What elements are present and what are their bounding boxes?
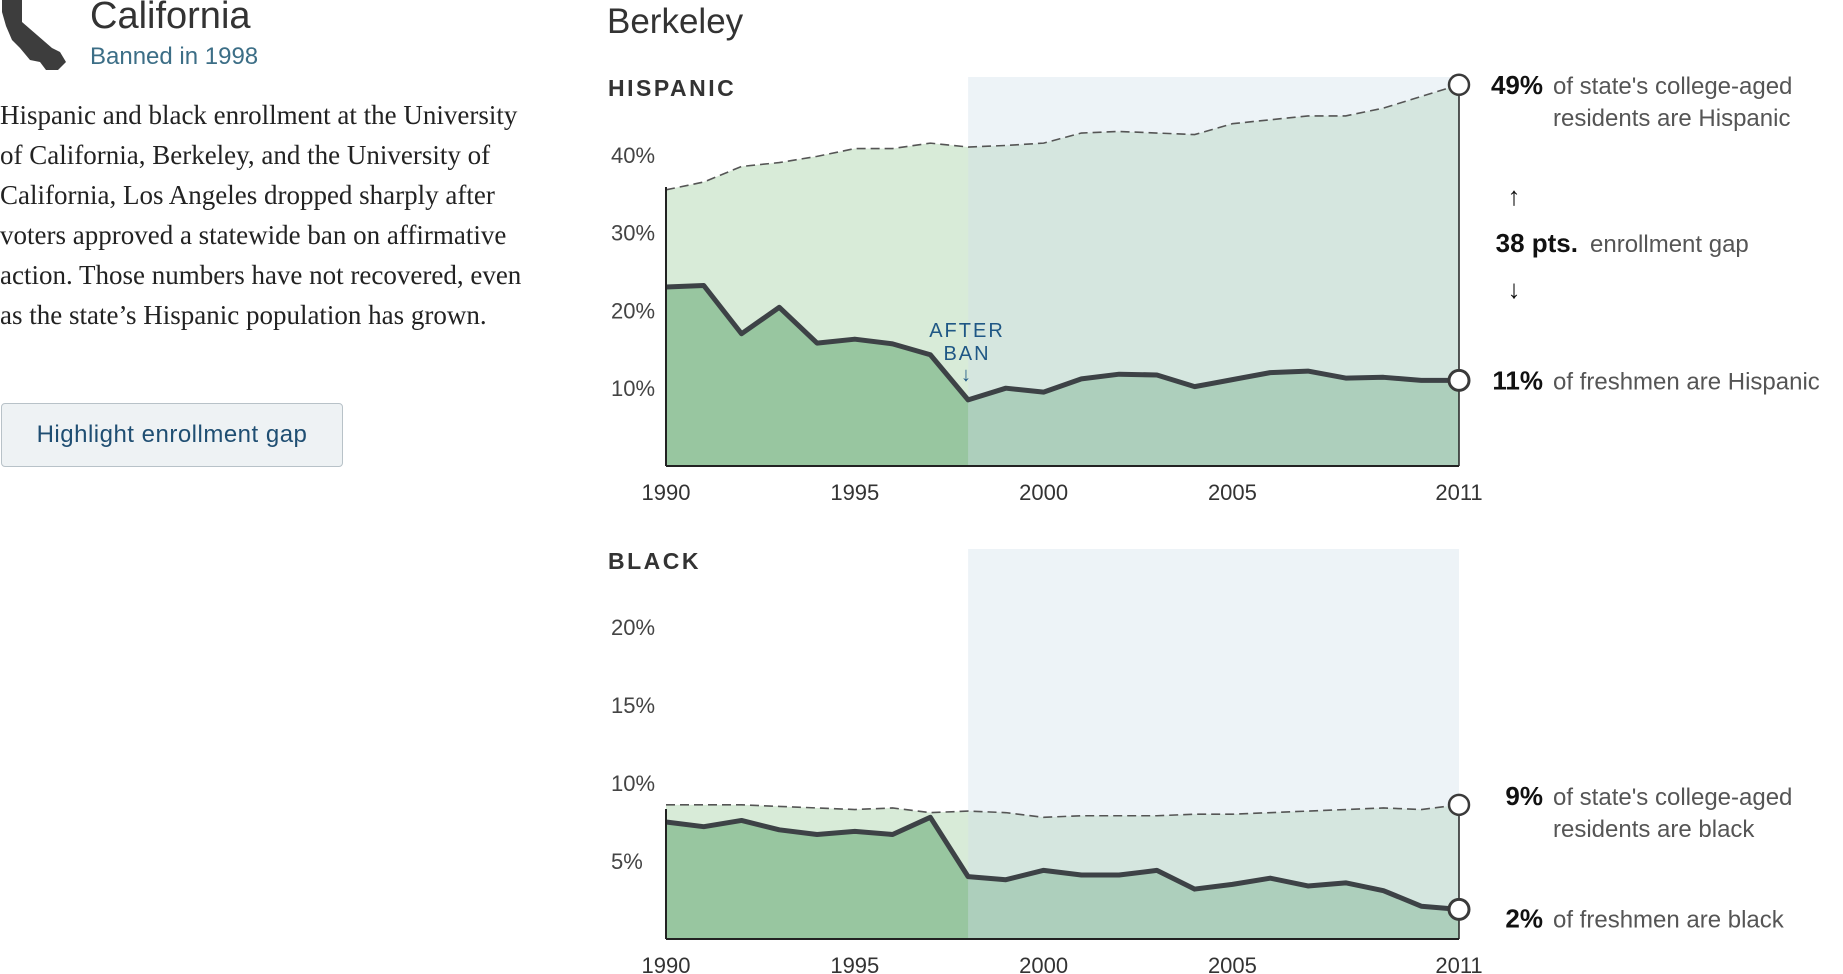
after-ban-arrow: ↓ [961,364,973,386]
x-tick-label: 1995 [830,480,879,505]
gap-text: enrollment gap [1590,231,1749,258]
y-tick-label: 15% [611,693,655,718]
population-end-marker [1447,793,1471,817]
enrollment-line [665,283,1459,403]
post-ban-shade [968,549,1459,939]
population-share-text: of state's college-aged [1553,73,1792,100]
enrollment-share-value: 2% [1505,903,1543,933]
gap-up-arrow: ↑ [1508,181,1521,211]
enrollment-share-text: of freshmen are black [1553,906,1785,933]
enrollment-end-marker [1447,897,1471,921]
x-tick-label: 1990 [642,480,691,505]
x-tick-label: 1990 [642,953,691,974]
after-ban-label: AFTER [929,320,1005,342]
gap-value: 38 pts. [1496,228,1578,258]
enrollment-share-text: of freshmen are Hispanic [1553,368,1820,395]
state-name: California [90,0,251,37]
x-tick-label: 2000 [1019,480,1068,505]
x-tick-label: 2005 [1208,953,1257,974]
enrollment-end-marker [1447,368,1471,392]
enrollment-line [665,814,1460,912]
population-share-value: 49% [1491,70,1543,100]
x-tick-label: 2011 [1435,480,1482,505]
x-tick-label: 2005 [1208,480,1257,505]
population-end-marker [1447,73,1471,97]
panel-title: HISPANIC [608,75,736,101]
y-tick-label: 10% [611,376,655,401]
y-tick-label: 20% [611,615,655,640]
enrollment-area [666,817,1459,939]
post-ban-shade [968,77,1459,466]
population-share-text: of state's college-aged [1553,784,1792,811]
population-line [666,804,1460,819]
enrollment-share-value: 11% [1492,365,1543,395]
population-share-value: 9% [1505,781,1543,811]
enrollment-area [666,285,1459,466]
highlight-enrollment-gap-button[interactable]: Highlight enrollment gap [1,403,343,467]
y-tick-label: 30% [611,221,655,246]
x-tick-label: 1995 [830,953,879,974]
ban-year-subtitle: Banned in 1998 [90,43,259,70]
population-share-text: residents are black [1553,816,1755,843]
panel-title: BLACK [608,548,701,574]
description-text: Hispanic and black enrollment at the Uni… [0,100,522,330]
y-tick-label: 10% [611,771,655,796]
x-tick-label: 2011 [1435,953,1482,974]
y-tick-label: 5% [611,849,643,874]
gap-down-arrow: ↓ [1508,274,1521,304]
population-share-text: residents are Hispanic [1553,105,1790,132]
school-name: Berkeley [607,2,744,41]
y-tick-label: 40% [611,143,655,168]
hispanic-panel [665,73,1471,467]
after-ban-label: BAN [943,343,990,365]
y-tick-label: 20% [611,298,655,323]
black-panel [665,549,1471,940]
california-map-icon [2,0,66,70]
x-tick-label: 2000 [1019,953,1068,974]
